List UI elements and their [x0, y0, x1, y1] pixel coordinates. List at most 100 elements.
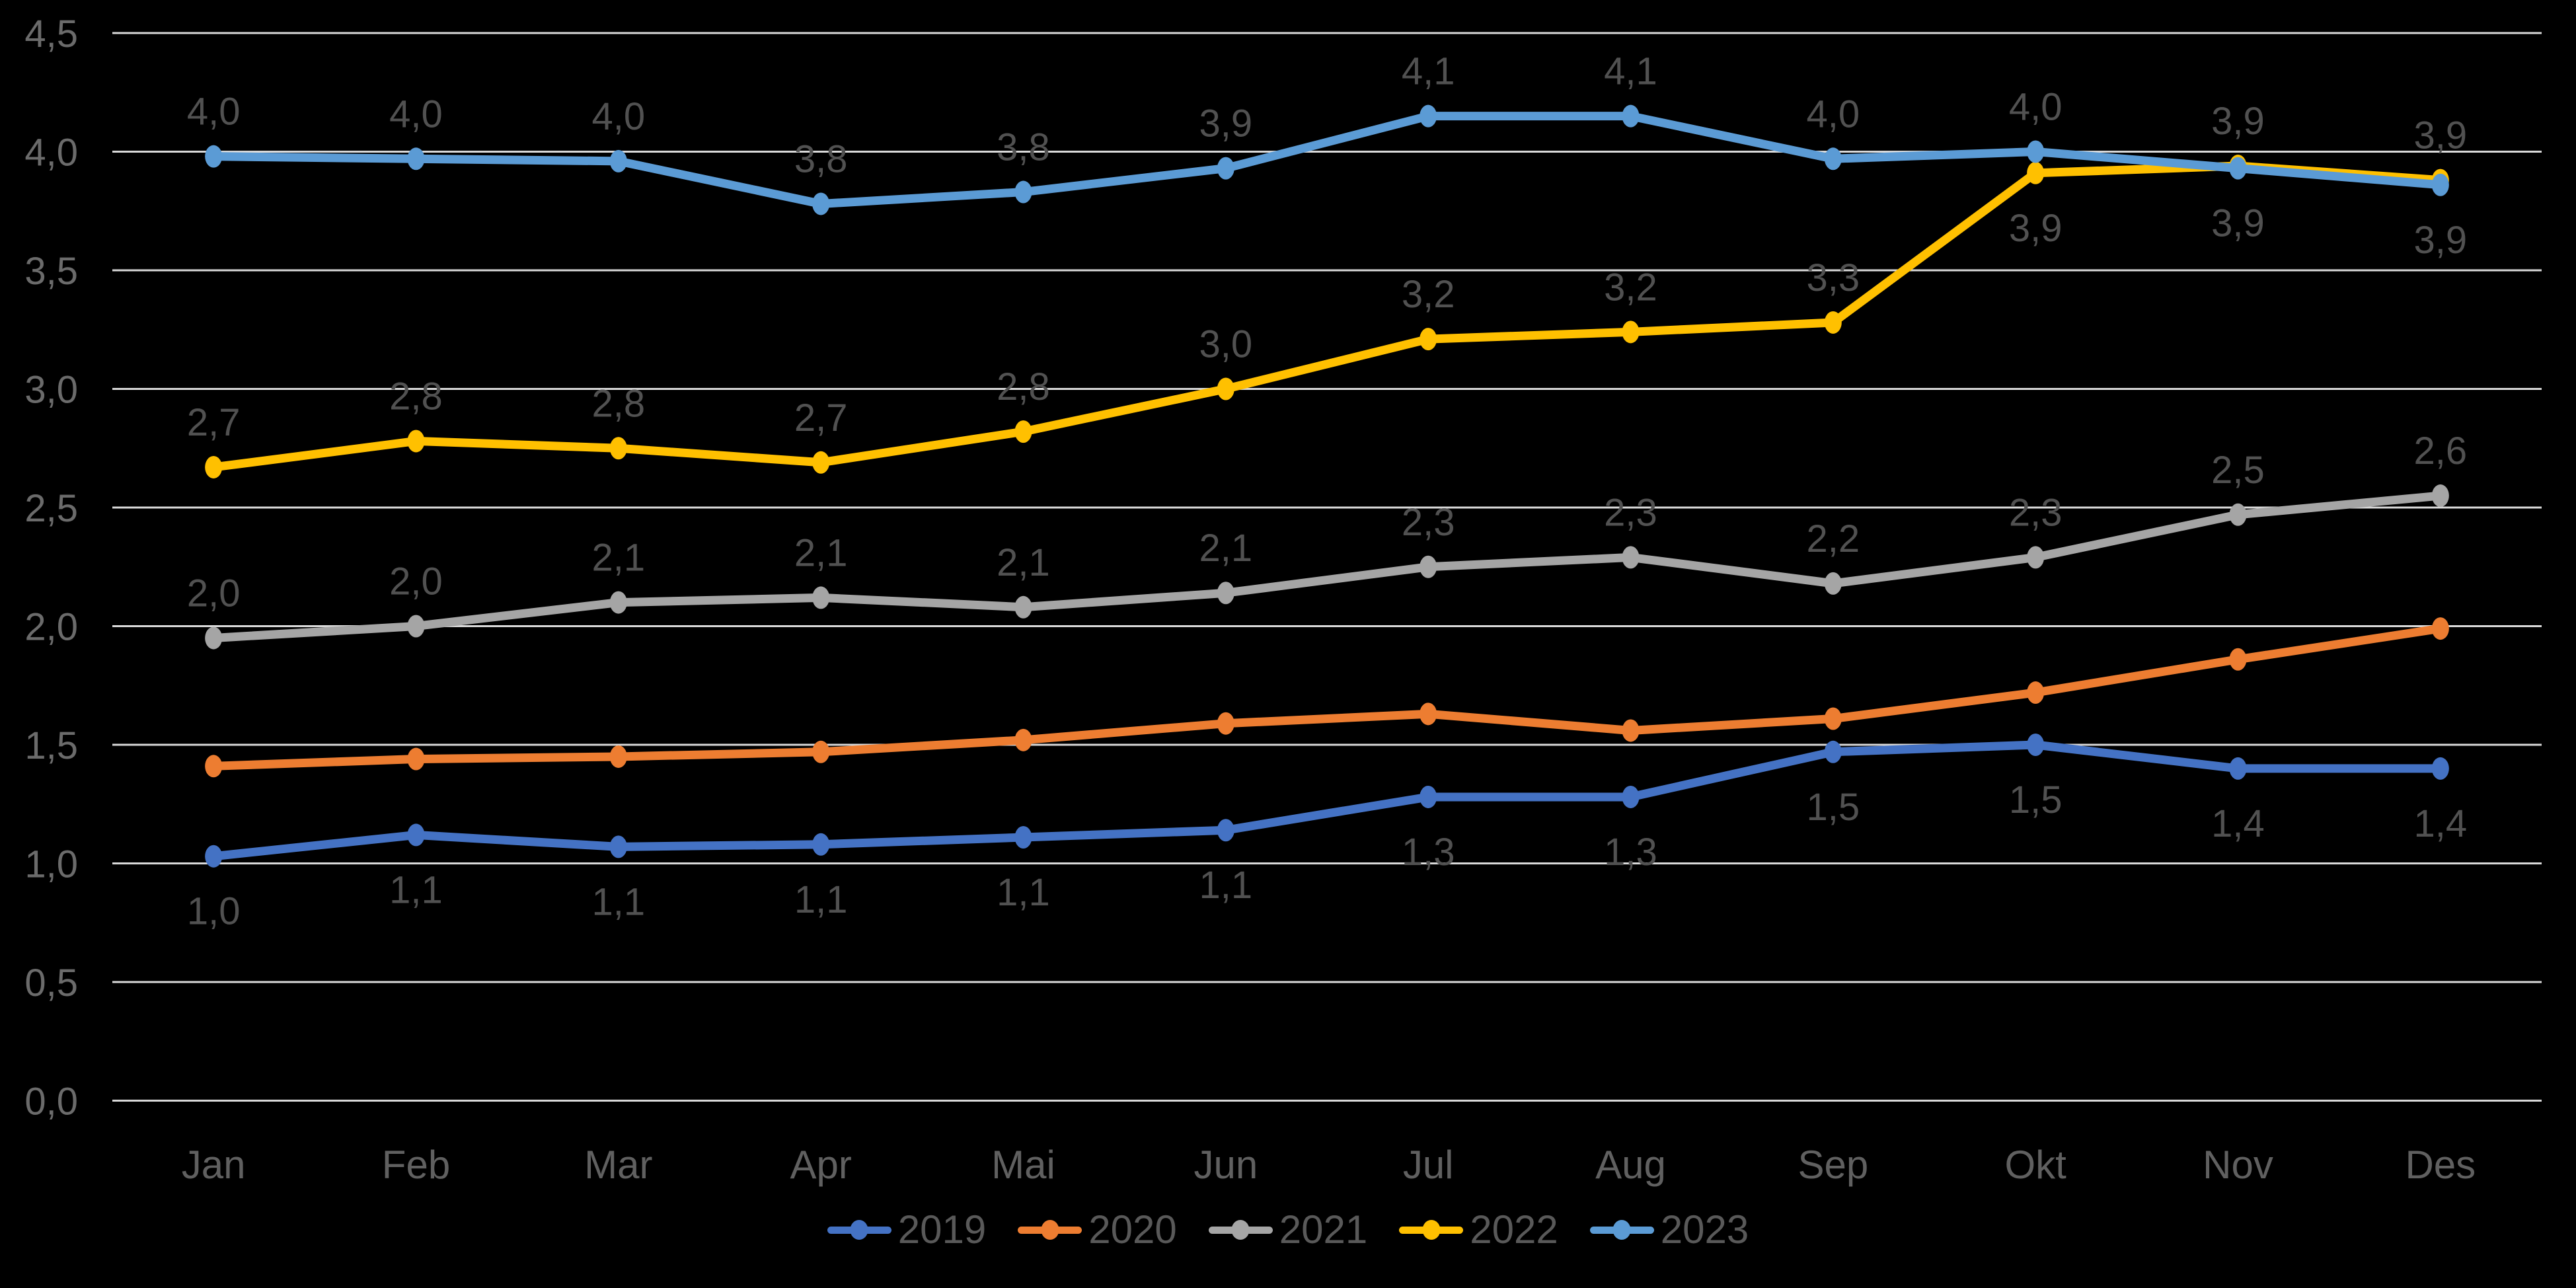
data-label: 2,0	[187, 572, 241, 615]
data-label: 2,3	[1604, 491, 1657, 534]
gridlines-group	[112, 32, 2542, 1102]
legend-line-icon	[1589, 1220, 1654, 1240]
data-label: 2,8	[389, 375, 443, 418]
legend-item-2021: 2021	[1208, 1210, 1367, 1250]
data-label: 1,0	[187, 890, 241, 933]
data-label: 3,9	[2414, 114, 2468, 157]
data-point-marker	[1014, 595, 1032, 619]
y-axis-tick-label: 2,0	[24, 606, 78, 649]
data-point-marker	[1824, 740, 1842, 763]
data-label: 3,8	[997, 126, 1050, 169]
series-line-2021	[209, 491, 2445, 642]
legend-item-label: 2022	[1470, 1207, 1558, 1252]
data-point-marker	[1217, 712, 1234, 735]
legend-line-icon	[1208, 1220, 1273, 1240]
data-point-marker	[2027, 734, 2045, 756]
data-point-marker	[2431, 484, 2449, 508]
y-axis-tick-label: 3,5	[24, 250, 78, 293]
y-axis-tick-label: 0,5	[24, 962, 78, 1004]
data-label: 1,5	[1807, 786, 1860, 829]
data-label: 2,8	[997, 365, 1050, 408]
data-point-marker	[1824, 311, 1842, 334]
data-point-marker	[2431, 617, 2449, 640]
data-label: 1,4	[2414, 802, 2468, 845]
legend-line-icon	[827, 1220, 891, 1240]
data-label: 2,1	[794, 531, 848, 574]
data-label: 3,9	[2414, 219, 2468, 262]
data-label: 3,9	[2009, 207, 2063, 250]
data-point-marker	[2431, 173, 2449, 196]
data-label: 2,2	[1807, 517, 1860, 560]
data-point-marker	[2431, 757, 2449, 780]
x-axis-label: Nov	[2203, 1143, 2273, 1187]
data-label: 1,3	[1604, 831, 1657, 874]
data-point-marker	[407, 615, 425, 638]
x-axis-label: Aug	[1595, 1143, 1666, 1187]
data-point-marker	[205, 845, 223, 868]
series-2023: 4,0 4,0 4,0 3,8 3,8 3,9 4,1 4,1 4,0 4,0 3,9 3,9	[187, 50, 2467, 262]
data-label: 2,8	[592, 382, 646, 425]
series-line-2023	[209, 112, 2445, 208]
data-label: 1,5	[2009, 778, 2063, 821]
data-label: 2,5	[2211, 449, 2265, 492]
x-axis-label: Des	[2405, 1143, 2476, 1187]
y-axis-tick-label: 0,0	[24, 1080, 78, 1123]
legend-item-2019: 2019	[827, 1210, 986, 1250]
data-point-marker	[1217, 582, 1234, 605]
data-point-marker	[205, 755, 223, 778]
x-axis-label: Jun	[1193, 1143, 1258, 1187]
data-label: 1,1	[1199, 864, 1253, 907]
data-label: 2,1	[997, 541, 1050, 584]
data-point-marker	[2229, 503, 2247, 526]
data-point-marker	[1420, 328, 1437, 351]
data-point-marker	[2229, 648, 2247, 671]
data-point-marker	[609, 591, 627, 614]
data-label: 1,1	[794, 878, 848, 921]
series-2020	[205, 617, 2449, 778]
data-point-marker	[2229, 757, 2247, 780]
data-label: 3,2	[1402, 273, 1455, 316]
legend-item-label: 2023	[1660, 1207, 1749, 1252]
data-label: 1,1	[389, 868, 443, 911]
data-label: 4,0	[2009, 86, 2063, 129]
data-label: 1,1	[997, 871, 1050, 914]
x-axis-label: Mai	[991, 1143, 1055, 1187]
data-label: 2,6	[2414, 430, 2468, 473]
legend-marker-icon	[1612, 1220, 1631, 1240]
data-label: 3,8	[794, 137, 848, 180]
y-axis-tick-label: 1,5	[24, 724, 78, 767]
data-label: 2,1	[592, 537, 646, 580]
data-point-marker	[1824, 572, 1842, 595]
data-point-marker	[1014, 180, 1032, 204]
legend-line-icon	[1018, 1220, 1082, 1240]
data-point-marker	[2027, 546, 2045, 569]
data-point-marker	[609, 437, 627, 460]
data-label: 2,7	[187, 401, 241, 444]
y-axis-tick-label: 3,0	[24, 369, 78, 412]
data-label: 4,0	[187, 91, 241, 133]
legend-item-2020: 2020	[1018, 1210, 1177, 1250]
data-point-marker	[1420, 555, 1437, 578]
data-point-marker	[812, 451, 830, 474]
data-point-marker	[1014, 728, 1032, 751]
data-label: 3,9	[1199, 102, 1253, 145]
x-axis-label: Jul	[1403, 1143, 1454, 1187]
data-label: 2,7	[794, 397, 848, 439]
data-point-marker	[812, 192, 830, 215]
data-point-marker	[407, 823, 425, 847]
data-point-marker	[1420, 785, 1437, 808]
series-line-2022	[209, 161, 2445, 472]
legend-marker-icon	[1231, 1220, 1250, 1240]
data-point-marker	[1622, 785, 1640, 808]
data-label: 3,2	[1604, 266, 1657, 309]
legend-item-2023: 2023	[1589, 1207, 1749, 1252]
x-axis-label: Okt	[2004, 1143, 2066, 1187]
legend: 2019 2020 2021 2022 2023	[0, 1193, 2576, 1266]
series-line-2019	[209, 740, 2445, 861]
data-label: 3,3	[1807, 256, 1860, 299]
x-axis-label: Jan	[182, 1143, 246, 1187]
data-point-marker	[812, 586, 830, 609]
x-axis-labels-group: Jan Feb Mar Apr Mai Jun Jul Aug Sep Okt Nov Des	[182, 1143, 2476, 1187]
series-line-2020	[209, 624, 2445, 771]
